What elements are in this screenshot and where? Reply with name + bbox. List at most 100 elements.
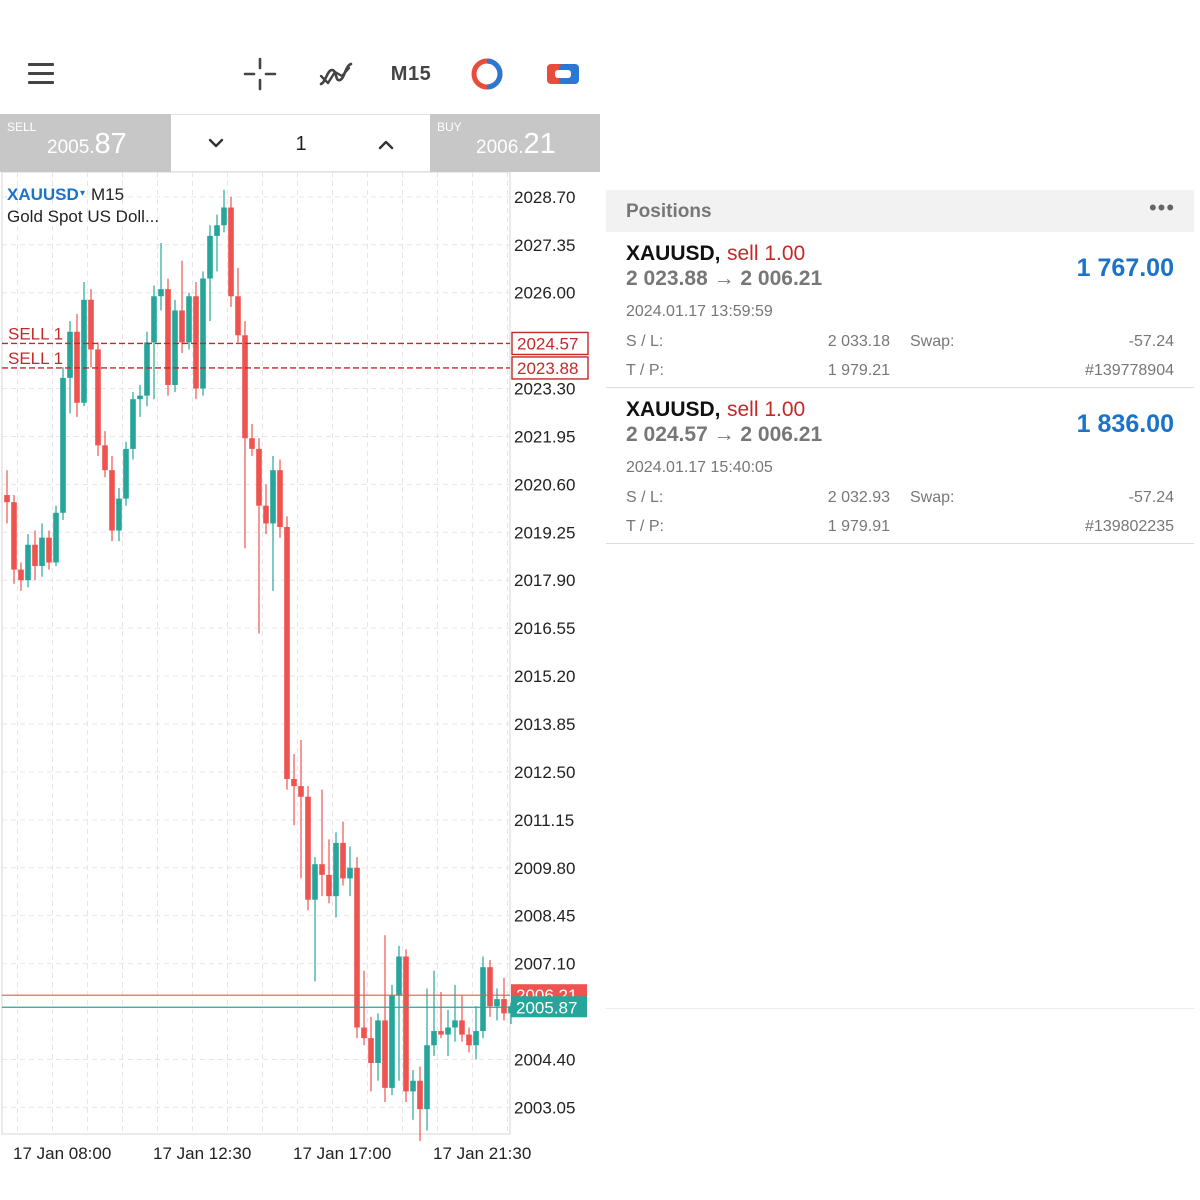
swap-value: -57.24 (1128, 489, 1174, 506)
chart-toolbar: M15 (0, 38, 600, 110)
candlestick-chart-canvas[interactable]: 2028.70 2027.35 2026.00 2023.30 2021.95 2020.… (0, 172, 600, 1172)
candle-body (32, 544, 38, 567)
bid-price-tag (511, 996, 587, 1018)
candle-body (158, 289, 164, 297)
sl-value: 2 032.93 (827, 489, 890, 506)
candle-body (11, 502, 17, 570)
order-line-label: SELL 1 (8, 349, 63, 368)
candle-body (74, 331, 80, 403)
candle-body (270, 470, 276, 524)
candle-body (214, 225, 220, 236)
more-dots-icon[interactable]: ••• (1148, 195, 1176, 220)
candle-body (228, 207, 234, 297)
volume-decrease-chevron-down-icon[interactable] (201, 131, 231, 157)
candle-body (165, 289, 171, 385)
candle-body (67, 331, 73, 378)
position-prices: 2 024.57 → 2 006.21 (626, 423, 823, 446)
candle-body (319, 864, 325, 875)
timeframe-selector[interactable]: M15 (390, 62, 432, 85)
candle-body (312, 864, 318, 900)
tp-value: 1 979.91 (827, 518, 890, 535)
candle-body (116, 498, 122, 531)
one-click-trading-icon[interactable] (470, 58, 504, 90)
one-click-trade-panel: SELL 2005.87 1 BUY 2006.21 (0, 114, 600, 172)
sl-value: 2 033.18 (827, 333, 890, 350)
candle-body (424, 1045, 430, 1110)
symbol-description: Gold Spot US Doll... (7, 207, 160, 226)
candle-body (109, 470, 115, 531)
candle-body (382, 1020, 388, 1088)
order-price-label: 2023.88 (517, 359, 578, 378)
order-line-label: SELL 1 (8, 324, 63, 343)
new-order-icon[interactable] (545, 58, 581, 90)
candle-body (354, 867, 360, 1028)
candle-body (53, 512, 59, 563)
candle-body (144, 342, 150, 396)
price-axis-label: 2009.80 (514, 859, 575, 878)
indicators-icon[interactable] (318, 58, 354, 90)
candle-body (452, 1020, 458, 1028)
price-axis-label: 2017.90 (514, 571, 575, 590)
position-open-time: 2024.01.17 13:59:59 (626, 303, 773, 320)
candle-body (193, 296, 199, 389)
candle-body (263, 505, 269, 524)
candle-body (487, 967, 493, 1007)
position-open-time: 2024.01.17 15:40:05 (626, 459, 773, 476)
candle-body (130, 399, 136, 449)
position-profit: 1 767.00 (1076, 254, 1174, 282)
candle-body (431, 1031, 437, 1046)
symbol-dropdown-icon[interactable]: ▾ (80, 188, 86, 199)
candle-body (277, 470, 283, 527)
swap-label: Swap: (910, 489, 955, 506)
candle-body (417, 1080, 423, 1110)
candle-body (137, 395, 143, 400)
candle-body (375, 1020, 381, 1064)
position-item[interactable]: XAUUSD, sell 1.00 2 023.88 → 2 006.21 1 … (606, 232, 1194, 388)
buy-button[interactable]: BUY 2006.21 (430, 114, 600, 172)
candle-body (368, 1038, 374, 1064)
sl-label: S / L: (626, 333, 664, 350)
price-chart[interactable]: 2028.70 2027.35 2026.00 2023.30 2021.95 2020.… (0, 172, 600, 1172)
price-axis-label: 2003.05 (514, 1098, 575, 1117)
candle-body (347, 867, 353, 879)
sell-button[interactable]: SELL 2005.87 (0, 114, 171, 172)
candle-body (438, 1031, 444, 1035)
price-axis-label: 2028.70 (514, 188, 575, 207)
position-symbol: XAUUSD, (626, 398, 721, 421)
chart-timeframe: M15 (91, 185, 125, 204)
order-price-tag (511, 356, 589, 380)
candle-body (459, 1020, 465, 1035)
divider (606, 1008, 1194, 1009)
candle-body (389, 995, 395, 1088)
price-axis-label: 2023.30 (514, 380, 575, 399)
candle-body (102, 445, 108, 471)
candle-body (445, 1027, 451, 1035)
candle-body (179, 310, 185, 343)
candle-body (403, 956, 409, 1092)
position-item[interactable]: XAUUSD, sell 1.00 2 024.57 → 2 006.21 1 … (606, 388, 1194, 544)
price-axis-label: 2020.60 (514, 475, 575, 494)
chart-symbol[interactable]: XAUUSD (7, 185, 79, 204)
candle-body (151, 296, 157, 343)
price-axis-label: 2004.40 (514, 1050, 575, 1069)
candle-body (284, 526, 290, 780)
tp-label: T / P: (626, 362, 664, 379)
position-ticket: #139802235 (1085, 518, 1174, 535)
crosshair-icon[interactable] (243, 57, 277, 91)
hamburger-menu-icon[interactable] (26, 58, 58, 90)
volume-increase-chevron-up-icon[interactable] (371, 131, 401, 157)
volume-input[interactable]: 1 (295, 133, 307, 155)
candle-body (25, 544, 31, 581)
candle-body (200, 278, 206, 389)
price-axis-label: 2021.95 (514, 427, 575, 446)
candle-body (221, 207, 227, 226)
time-axis-label: 17 Jan 17:00 (293, 1144, 391, 1163)
candle-body (4, 495, 10, 503)
candle-body (123, 448, 129, 499)
candle-body (186, 296, 192, 343)
candle-body (333, 842, 339, 897)
positions-title: Positions (626, 201, 712, 222)
positions-panel: Positions ••• XAUUSD, sell 1.00 2 023.88… (606, 190, 1194, 1010)
trading-app: M15 SELL 2005.87 1 (0, 38, 600, 1172)
tp-label: T / P: (626, 518, 664, 535)
